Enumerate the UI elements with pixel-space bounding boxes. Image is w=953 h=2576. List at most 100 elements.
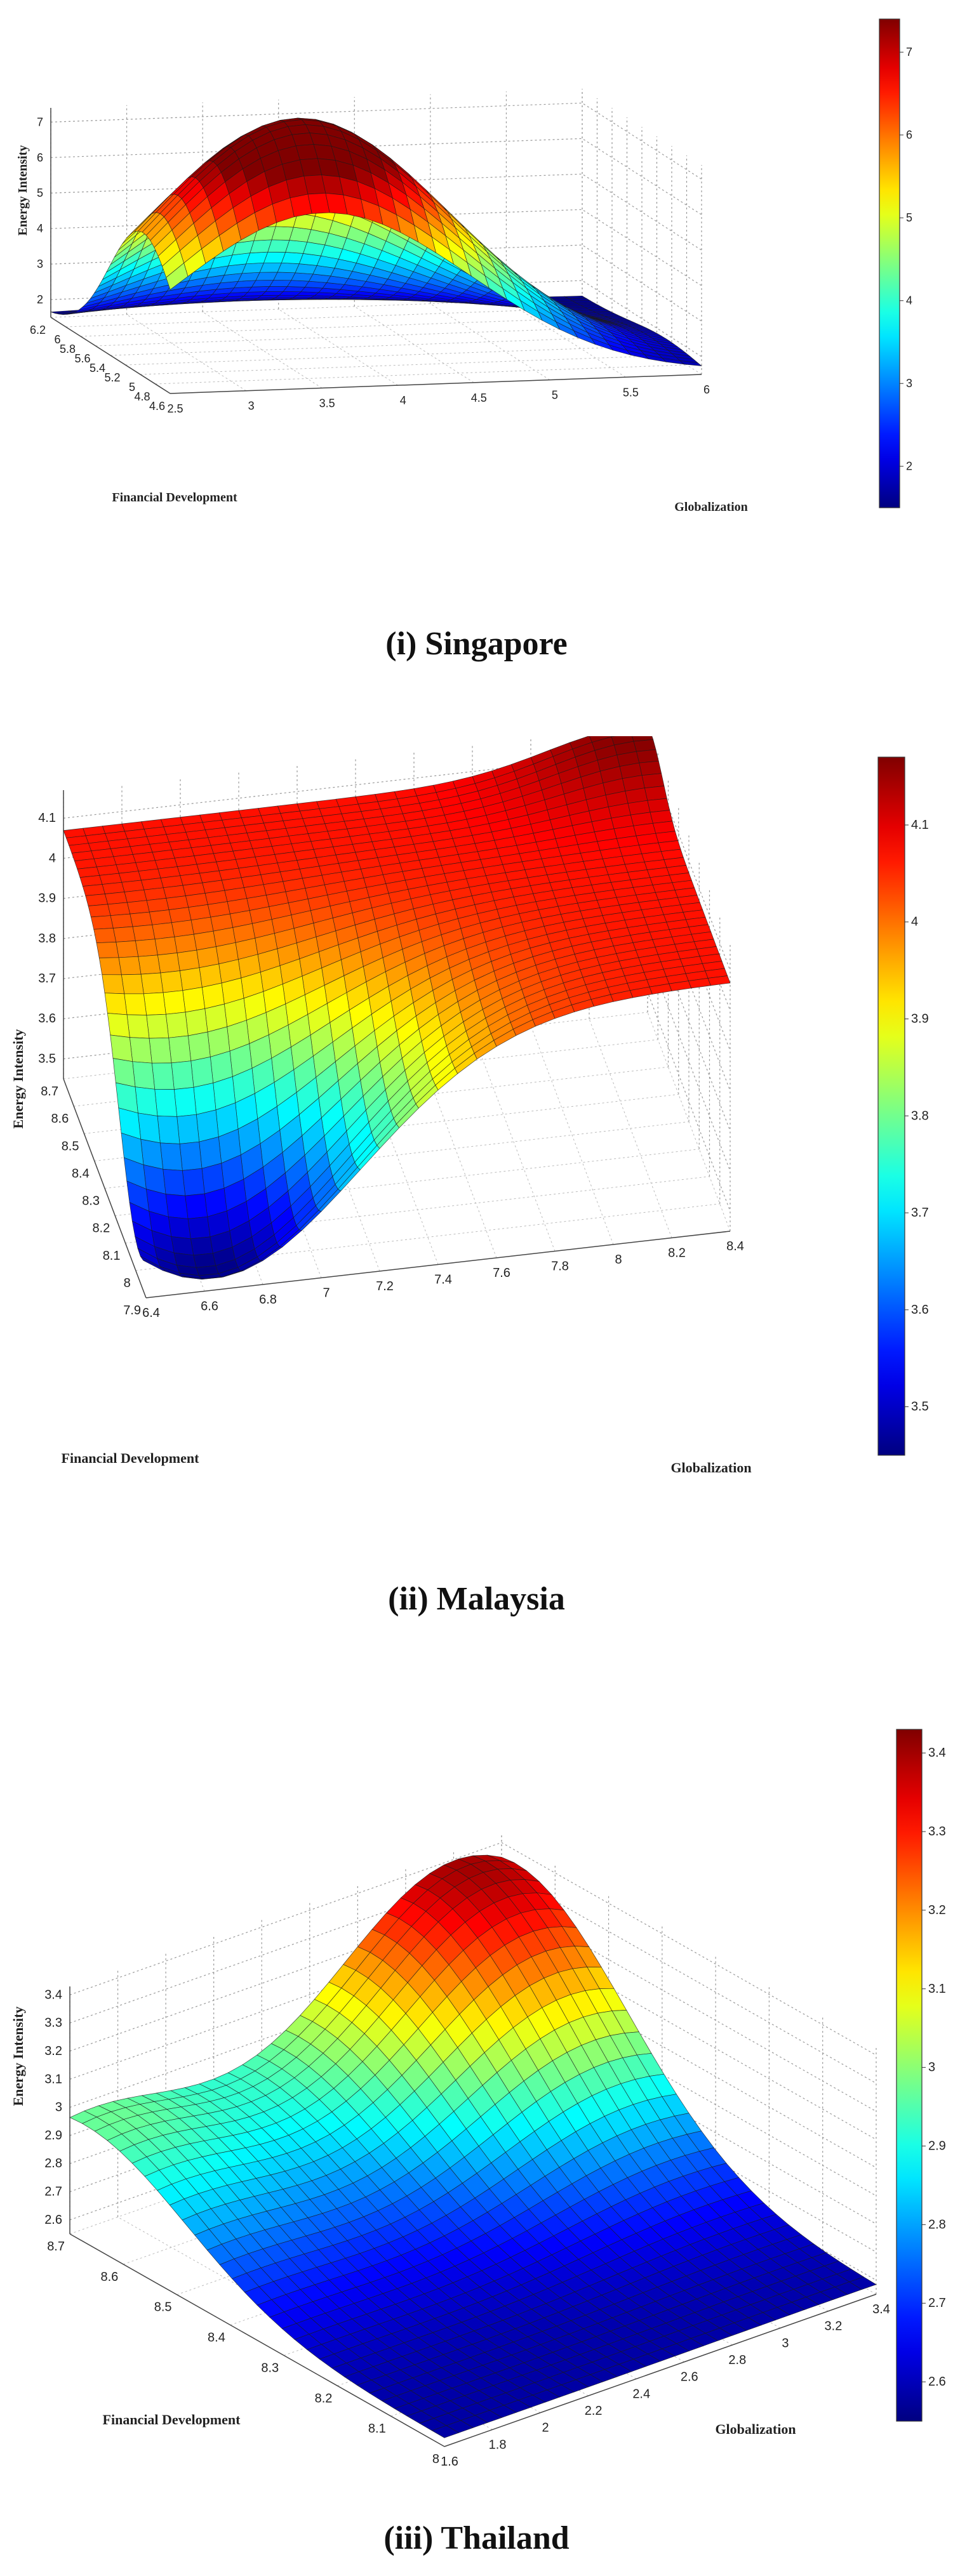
x-tick-label: 5.8 <box>60 343 76 355</box>
x-tick-label: 8.7 <box>41 1085 58 1099</box>
colorbar-tick-label: 3.8 <box>911 1109 929 1123</box>
y-tick-label: 8.2 <box>668 1246 686 1260</box>
x-tick-label: 8.2 <box>315 2391 333 2405</box>
colorbar: 3.5 3.6 3.7 3.8 3.9 4 4.1 <box>877 756 929 1456</box>
x-axis-title: Financial Development <box>112 491 237 505</box>
y-tick-label: 4.5 <box>471 392 487 404</box>
thailand-surface-panel: 2.6 2.7 2.8 2.9 3 3.1 3.2 3.3 3.4 8 8.1 8.2 8.3 8.4 8.… <box>0 1688 953 2576</box>
colorbar-tick-label: 6 <box>906 129 912 142</box>
x-tick-label: 8.1 <box>368 2422 386 2436</box>
y-axis-title: Globalization <box>715 2421 796 2437</box>
y-tick-label: 4 <box>400 394 406 407</box>
z-tick-label: 3.1 <box>44 2072 62 2086</box>
y-axis-title: Globalization <box>674 500 748 514</box>
x-tick-label: 4.8 <box>134 390 150 403</box>
x-tick-label: 6 <box>54 333 60 346</box>
y-tick-label: 2.4 <box>632 2387 650 2401</box>
colorbar-tick-label: 4 <box>906 294 912 307</box>
colorbar-tick-label: 3 <box>906 377 912 390</box>
y-tick-label: 6.4 <box>142 1306 160 1320</box>
colorbar-tick-label: 2 <box>906 460 912 473</box>
y-axis-ticks: 2.5 3 3.5 4 4.5 5 5.5 6 <box>167 383 710 415</box>
z-tick-label: 2.7 <box>44 2185 62 2199</box>
x-axis-ticks: 8 8.1 8.2 8.3 8.4 8.5 8.6 8.7 <box>47 2240 439 2466</box>
y-tick-label: 6.6 <box>201 1300 218 1314</box>
colorbar-tick-label: 5 <box>906 211 912 224</box>
colorbar-tick-label: 4 <box>911 915 918 929</box>
y-tick-label: 6 <box>703 383 710 396</box>
z-tick-label: 4 <box>49 851 56 865</box>
axis-frame <box>69 1986 877 2447</box>
y-tick-label: 5.5 <box>623 386 639 399</box>
z-tick-label: 3.3 <box>44 2016 62 2030</box>
y-tick-label: 7 <box>323 1286 330 1300</box>
malaysia-surface-chart: 3.53.63.73.83.944.17.988.18.28.38.48.58.… <box>10 736 929 1476</box>
z-tick-label: 3.7 <box>38 972 56 986</box>
y-tick-label: 2 <box>542 2421 549 2435</box>
y-tick-label: 3 <box>248 400 255 413</box>
surface-mesh <box>63 736 731 1280</box>
x-tick-label: 8.6 <box>100 2270 118 2284</box>
x-tick-label: 7.9 <box>123 1304 141 1318</box>
colorbar-tick-label: 4.1 <box>911 818 929 832</box>
z-tick-label: 3.2 <box>44 2044 62 2058</box>
colorbar-tick-label: 3.1 <box>928 1982 946 1996</box>
z-tick-label: 3.9 <box>38 892 56 906</box>
surface-mesh <box>69 1854 877 2438</box>
z-axis-ticks: 2 3 4 5 6 7 <box>37 116 43 306</box>
singapore-surface-panel: 2 3 4 5 6 7 4.6 4.8 5 5.2 5.4 5.6 5.8 6 6.2 2.5 3 3.5 4 4.5… <box>0 0 953 692</box>
x-tick-label: 8.3 <box>261 2361 279 2375</box>
colorbar-tick-label: 3 <box>928 2061 935 2075</box>
x-tick-label: 5.2 <box>104 371 120 384</box>
z-tick-label: 4.1 <box>38 811 56 825</box>
y-tick-label: 1.8 <box>489 2438 507 2452</box>
colorbar-tick-label: 2.6 <box>928 2375 946 2389</box>
z-tick-label: 5 <box>37 187 43 199</box>
x-tick-label: 8.7 <box>47 2240 65 2254</box>
thailand-caption: (iii) Thailand <box>383 2520 570 2556</box>
y-tick-label: 3 <box>782 2336 789 2350</box>
z-axis-ticks: 3.5 3.6 3.7 3.8 3.9 4 4.1 <box>38 811 56 1066</box>
z-tick-label: 6 <box>37 151 43 164</box>
x-axis-ticks: 7.9 88.1 8.2 8.3 8.4 8.5 8.6 8.7 <box>41 1085 141 1318</box>
z-tick-label: 2.9 <box>44 2129 62 2143</box>
x-tick-label: 8.4 <box>72 1166 90 1180</box>
z-tick-label: 3.4 <box>44 1988 62 2002</box>
malaysia-caption: (ii) Malaysia <box>388 1581 565 1617</box>
malaysia-surface-panel: 3.5 3.6 3.7 3.8 3.9 4 4.1 7.9 8 8.1 8.2 8.3 8.4 8.5 8.… <box>0 736 953 1656</box>
colorbar-tick-label: 3.2 <box>928 1903 946 1917</box>
surface-mesh <box>50 117 703 367</box>
z-tick-label: 3.5 <box>38 1052 56 1066</box>
colorbar-tick-label: 3.9 <box>911 1012 929 1026</box>
z-tick-label: 4 <box>37 222 43 235</box>
colorbar-tick-label: 3.7 <box>911 1206 929 1220</box>
y-tick-label: 3.5 <box>319 397 335 409</box>
axis-frame <box>63 790 731 1298</box>
z-tick-label: 3.6 <box>38 1012 56 1026</box>
z-tick-label: 2.8 <box>44 2157 62 2170</box>
colorbar-tick-label: 3.5 <box>911 1400 929 1414</box>
x-axis-ticks: 4.64.85 5.25.45.65.86 6.2 <box>30 324 165 413</box>
axis-frame <box>50 108 702 394</box>
z-tick-label: 3 <box>37 258 43 270</box>
y-tick-label: 2.5 <box>167 402 183 415</box>
colorbar-tick-label: 3.3 <box>928 1825 946 1839</box>
y-tick-label: 6.8 <box>259 1293 277 1307</box>
y-tick-label: 1.6 <box>441 2455 458 2469</box>
x-tick-label: 8.2 <box>92 1222 110 1236</box>
y-axis-ticks: 1.6 1.8 2 2.2 2.4 2.6 2.8 3 3.2 3.4 <box>441 2302 890 2469</box>
x-tick-label: 8.5 <box>154 2301 172 2315</box>
z-tick-label: 3.8 <box>38 932 56 946</box>
y-tick-label: 7.4 <box>434 1273 452 1287</box>
x-tick-label: 8 <box>432 2452 439 2466</box>
y-axis-ticks: 6.4 6.6 6.8 7 7.2 7.4 7.6 7.8 8 8.2 8.4 <box>142 1239 744 1320</box>
colorbar-tick-label: 3.4 <box>928 1746 946 1760</box>
z-axis-title: Energy Intensity <box>10 1029 26 1128</box>
z-axis-title: Energy Intensity <box>10 2006 26 2106</box>
y-tick-label: 2.6 <box>681 2370 698 2384</box>
z-tick-label: 2 <box>37 293 43 306</box>
thailand-surface-chart: 2.6 2.7 2.8 2.9 3 3.1 3.2 3.3 3.4 8 8.1 8.2 8.3 8.4 8.… <box>10 1729 946 2469</box>
x-tick-label: 4.6 <box>149 400 165 413</box>
x-tick-label: 8 <box>124 1276 131 1290</box>
colorbar-tick-label: 7 <box>906 46 912 58</box>
